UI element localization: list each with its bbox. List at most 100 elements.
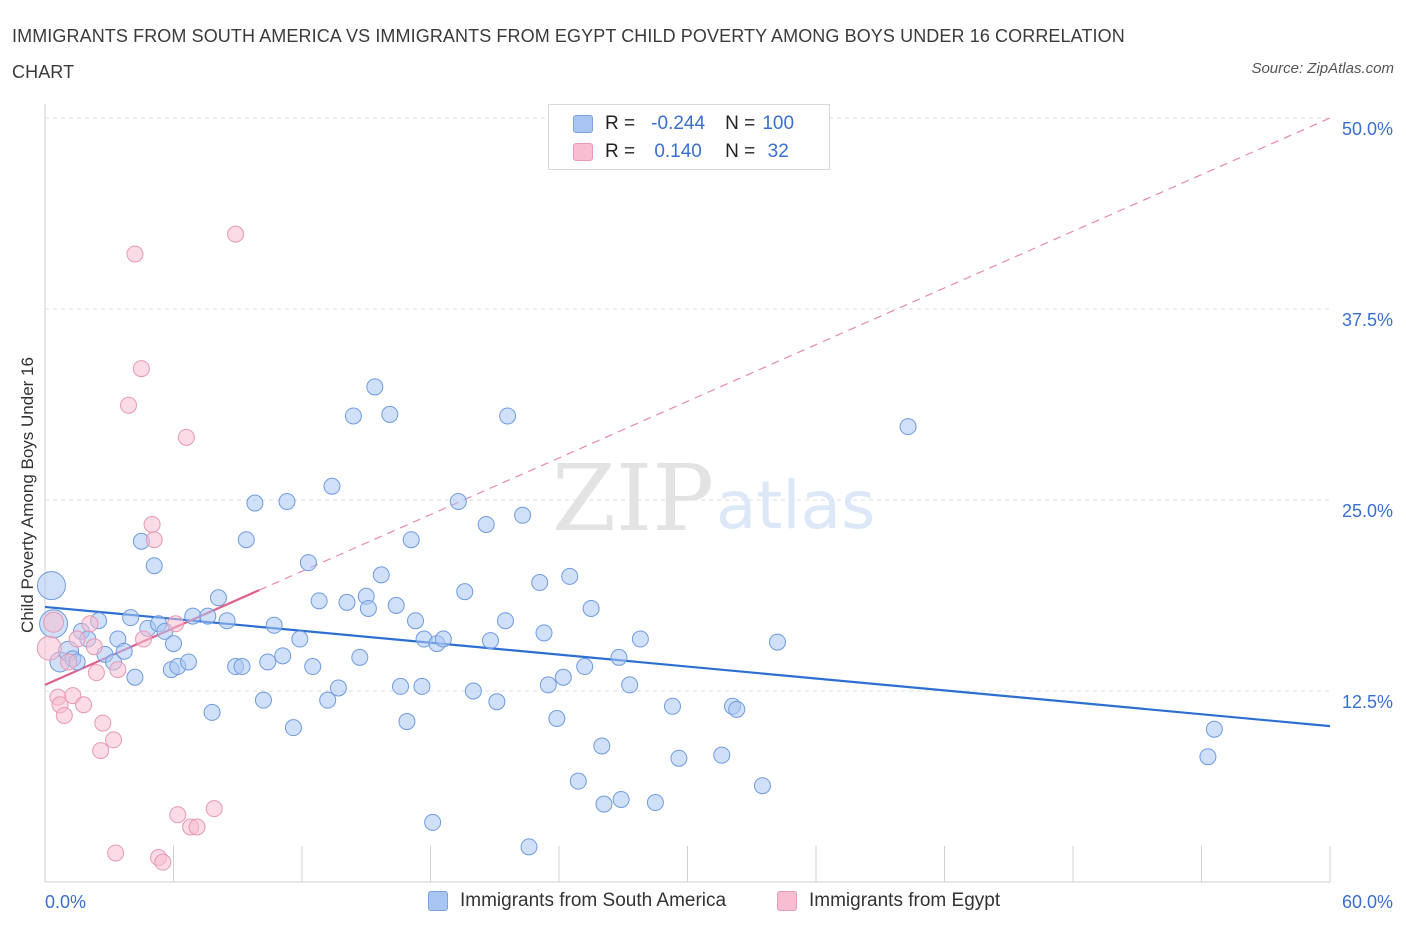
source-credit: Source: ZipAtlas.com bbox=[1251, 60, 1394, 77]
data-point-south-america bbox=[203, 703, 221, 721]
data-point-south-america bbox=[1205, 720, 1223, 738]
data-point-south-america bbox=[274, 647, 292, 665]
data-point-egypt bbox=[105, 731, 123, 749]
data-point-south-america bbox=[535, 624, 553, 642]
data-point-south-america bbox=[646, 794, 664, 812]
data-point-south-america bbox=[259, 653, 277, 671]
data-points bbox=[36, 225, 1223, 871]
bottom-legend-egypt: Immigrants from Egypt bbox=[777, 890, 1000, 912]
data-point-egypt bbox=[94, 714, 112, 732]
data-point-south-america bbox=[254, 691, 272, 709]
data-point-south-america bbox=[310, 592, 328, 610]
grid-lines bbox=[45, 117, 1330, 692]
data-point-south-america bbox=[122, 609, 140, 627]
data-point-egypt bbox=[154, 853, 172, 871]
data-point-egypt bbox=[92, 742, 110, 760]
y-axis-label: Child Poverty Among Boys Under 16 bbox=[18, 357, 37, 633]
data-point-south-america bbox=[464, 682, 482, 700]
data-point-south-america bbox=[319, 691, 337, 709]
data-point-south-america bbox=[209, 589, 227, 607]
data-point-egypt bbox=[43, 611, 65, 633]
data-point-egypt bbox=[109, 661, 127, 679]
data-point-south-america bbox=[265, 616, 283, 634]
legend-r-label: R = bbox=[605, 141, 636, 162]
data-point-egypt bbox=[132, 360, 150, 378]
watermark-atlas: atlas bbox=[716, 467, 876, 544]
legend-swatch-egypt bbox=[573, 143, 593, 161]
data-point-south-america bbox=[561, 567, 579, 585]
legend-n-label: N = bbox=[725, 113, 756, 134]
bottom-legend-swatch-egypt bbox=[777, 891, 797, 911]
data-point-south-america bbox=[899, 418, 917, 436]
trend-lines bbox=[44, 117, 1331, 728]
y-tick-label: 50.0% bbox=[1342, 119, 1393, 139]
data-point-south-america bbox=[610, 648, 628, 666]
y-tick-label: 12.5% bbox=[1342, 692, 1393, 712]
data-point-egypt bbox=[177, 428, 195, 446]
data-point-south-america bbox=[278, 493, 296, 511]
y-tick-label: 25.0% bbox=[1342, 501, 1393, 521]
data-point-egypt bbox=[87, 664, 105, 682]
data-point-south-america bbox=[179, 653, 197, 671]
data-point-south-america bbox=[569, 772, 587, 790]
data-point-south-america bbox=[366, 378, 384, 396]
data-point-south-america bbox=[713, 746, 731, 764]
data-point-south-america bbox=[728, 700, 746, 718]
legend-n-value: 32 bbox=[767, 141, 789, 162]
data-point-south-america bbox=[621, 676, 639, 694]
data-point-south-america bbox=[402, 531, 420, 549]
x-tick-label: 0.0% bbox=[45, 892, 86, 912]
data-point-south-america bbox=[387, 596, 405, 614]
data-point-south-america bbox=[582, 599, 600, 617]
data-point-egypt bbox=[36, 635, 62, 661]
data-point-egypt bbox=[205, 800, 223, 818]
watermark-zip: ZIP bbox=[552, 445, 714, 552]
data-point-south-america bbox=[531, 574, 549, 592]
data-point-south-america bbox=[299, 554, 317, 572]
data-point-south-america bbox=[477, 515, 495, 533]
axes bbox=[44, 104, 1331, 883]
data-point-south-america bbox=[499, 407, 517, 425]
data-point-south-america bbox=[344, 407, 362, 425]
data-point-south-america bbox=[115, 642, 133, 660]
legend-row-egypt: R = 0.140 N = 32 bbox=[573, 139, 801, 165]
data-point-south-america bbox=[329, 679, 347, 697]
data-point-south-america bbox=[246, 494, 264, 512]
data-point-south-america bbox=[424, 813, 442, 831]
legend-r-label: R = bbox=[605, 113, 636, 134]
data-point-south-america bbox=[434, 630, 452, 648]
data-point-south-america bbox=[1199, 748, 1217, 766]
data-point-south-america bbox=[576, 658, 594, 676]
legend-swatch-south-america bbox=[573, 115, 593, 133]
bottom-legend-swatch-south-america bbox=[428, 891, 448, 911]
correlation-legend: R = -0.244 N = 100 R = 0.140 N = 32 bbox=[548, 104, 830, 170]
data-point-egypt bbox=[135, 630, 153, 648]
data-point-egypt bbox=[75, 696, 93, 714]
data-point-south-america bbox=[233, 658, 251, 676]
data-point-south-america bbox=[768, 633, 786, 651]
data-point-south-america bbox=[554, 668, 572, 686]
watermark: ZIP atlas bbox=[552, 445, 876, 552]
data-point-south-america bbox=[612, 790, 630, 808]
data-point-south-america bbox=[359, 599, 377, 617]
x-tick-label: 60.0% bbox=[1342, 892, 1393, 912]
data-point-south-america bbox=[165, 635, 182, 653]
data-point-south-america bbox=[145, 557, 163, 575]
data-point-south-america bbox=[338, 593, 356, 611]
data-point-south-america bbox=[456, 583, 474, 601]
data-point-south-america bbox=[291, 630, 309, 648]
bottom-legend-south-america: Immigrants from South America bbox=[428, 890, 726, 912]
chart-title: IMMIGRANTS FROM SOUTH AMERICA VS IMMIGRA… bbox=[12, 26, 1125, 82]
data-point-south-america bbox=[323, 477, 341, 495]
data-point-egypt bbox=[143, 515, 161, 533]
legend-n-value: 100 bbox=[762, 113, 795, 134]
data-point-south-america bbox=[413, 677, 431, 695]
legend-row-south-america: R = -0.244 N = 100 bbox=[573, 111, 801, 137]
data-point-egypt bbox=[126, 245, 144, 263]
data-point-south-america bbox=[496, 612, 514, 630]
data-point-south-america bbox=[488, 693, 506, 711]
data-point-south-america bbox=[593, 737, 611, 755]
data-point-egypt bbox=[120, 396, 138, 414]
bottom-legend-label-egypt: Immigrants from Egypt bbox=[809, 890, 1001, 911]
